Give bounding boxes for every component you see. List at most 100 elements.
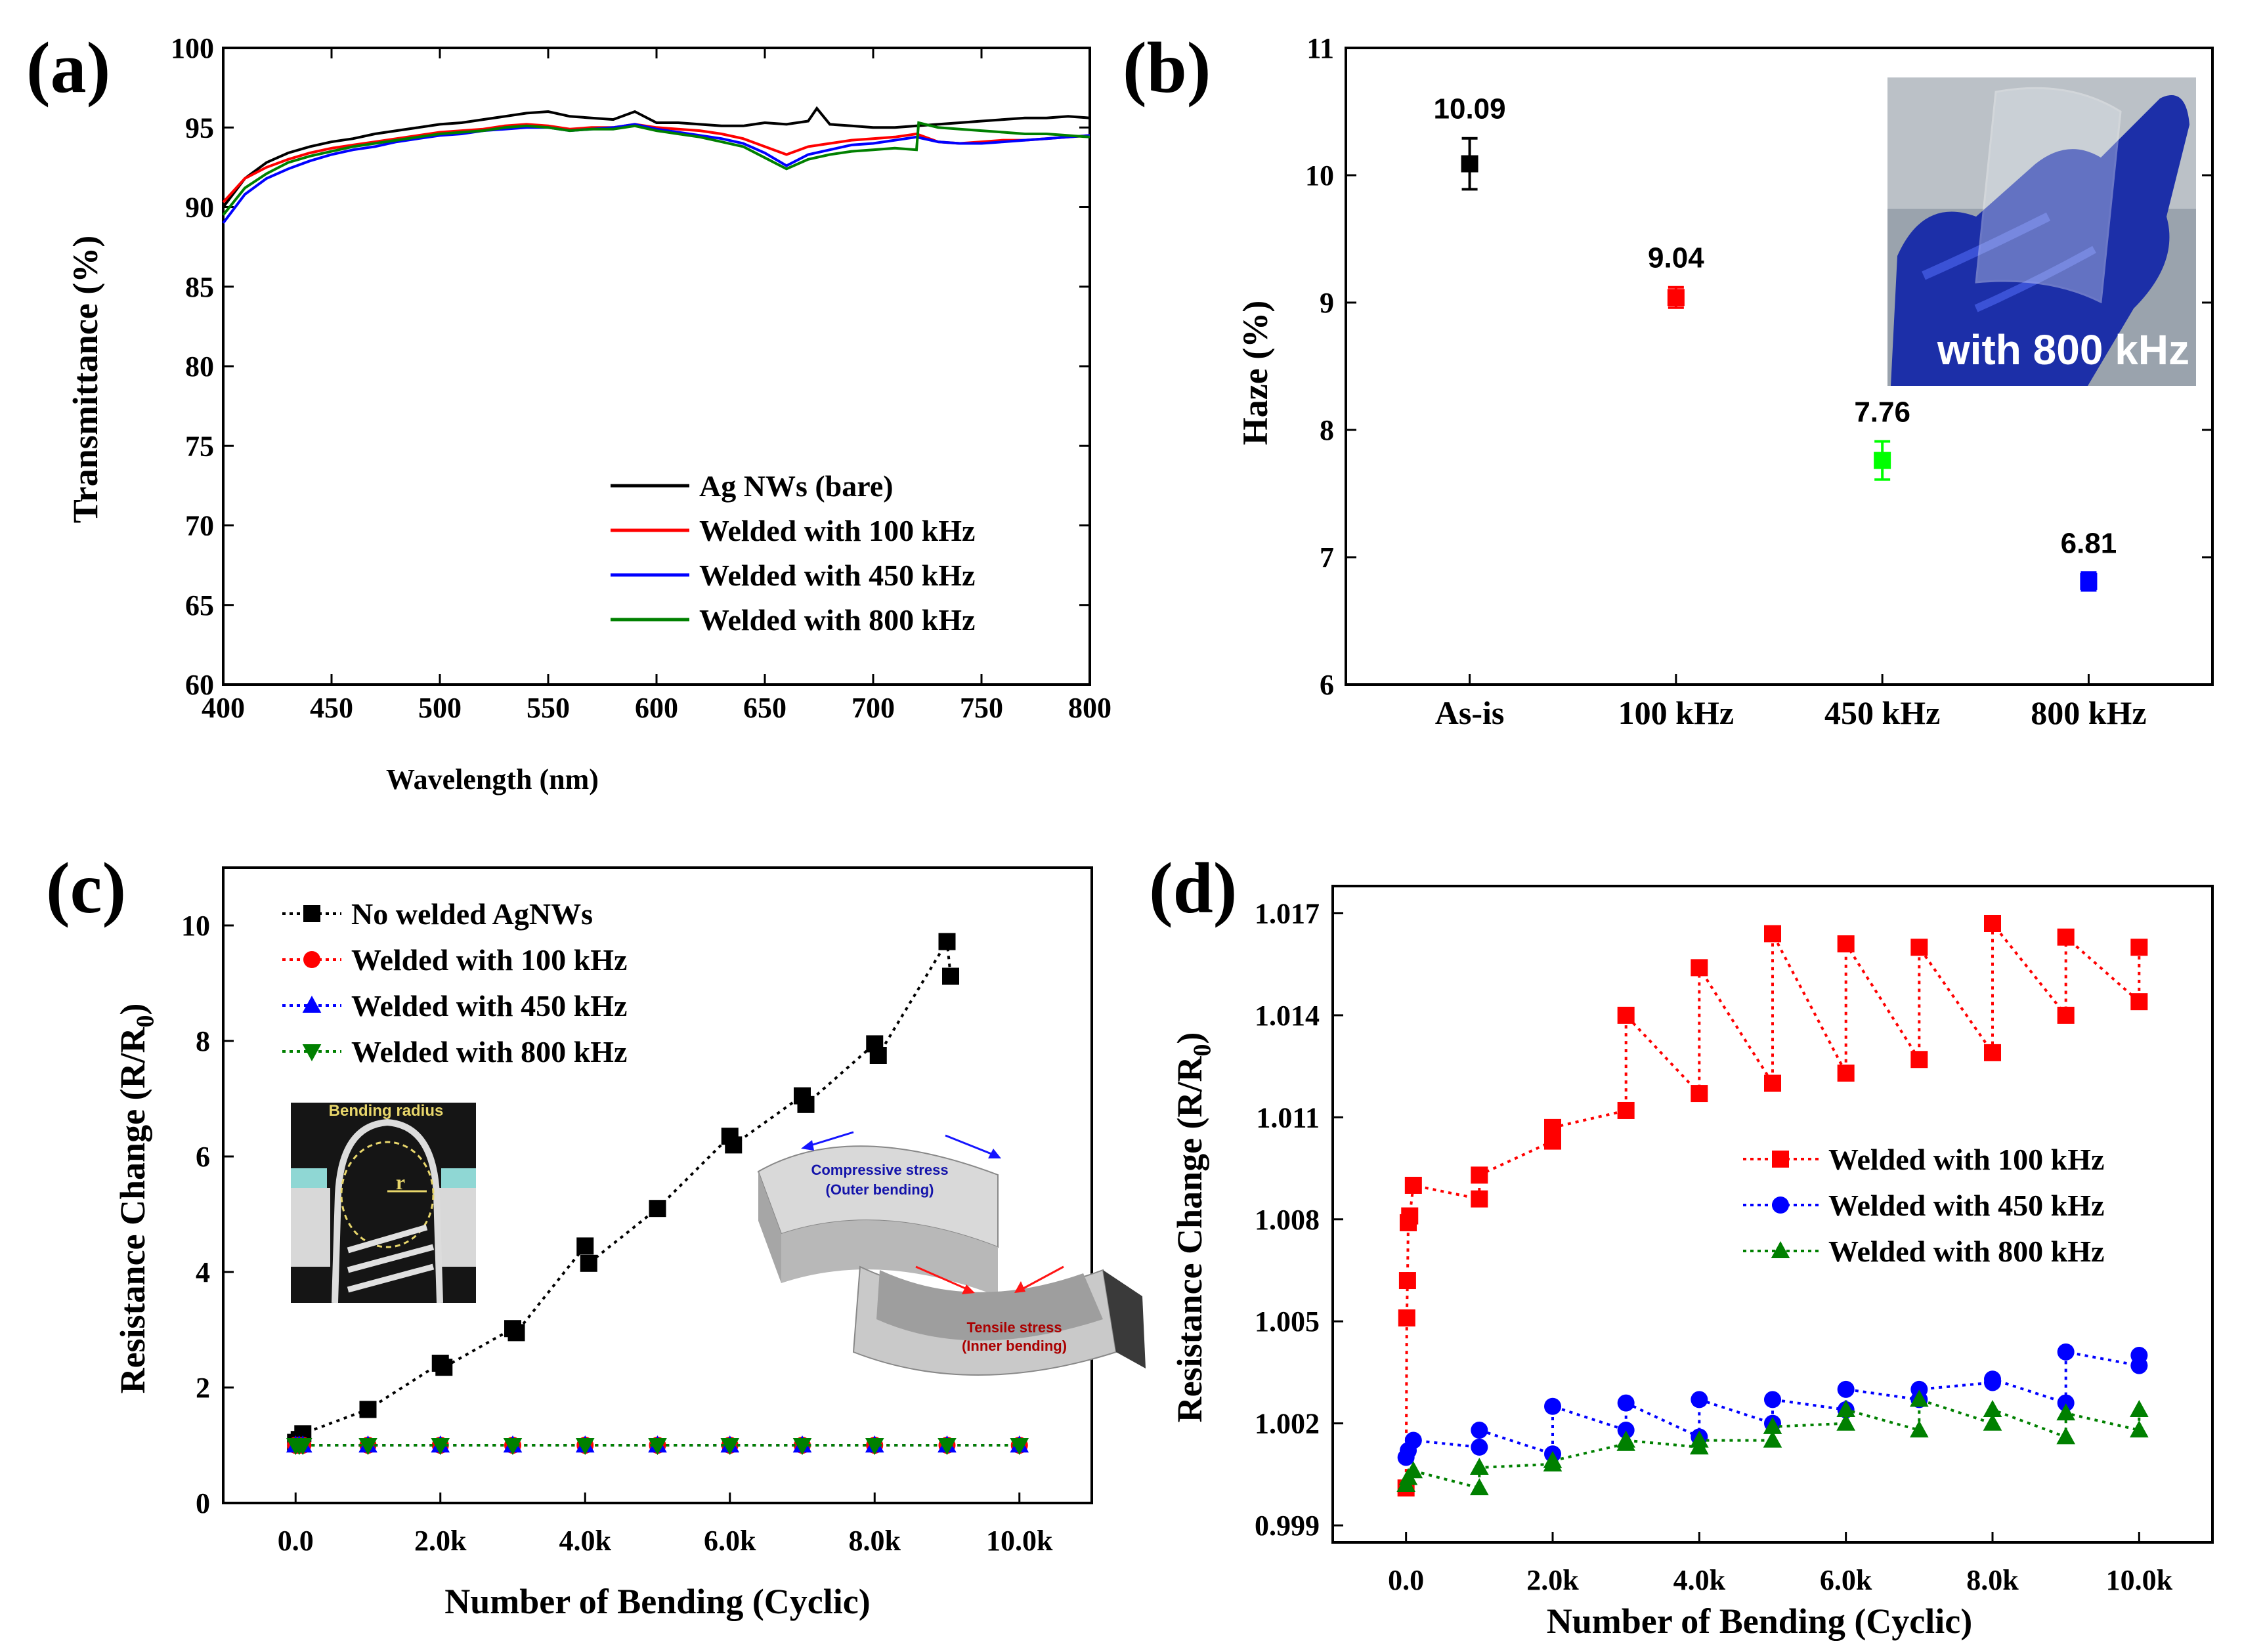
- series-1-point: [1764, 1391, 1781, 1408]
- legend-marker-0: [303, 905, 320, 922]
- series-3-point: [575, 1437, 595, 1455]
- x-tick-label: 700: [852, 692, 895, 724]
- series-line-2: [222, 123, 1090, 224]
- x-tick-label: 500: [418, 692, 462, 724]
- x-axis-label: Number of Bending (Cyclic): [444, 1582, 870, 1621]
- series-0-point: [1398, 1272, 1416, 1290]
- y-tick-label: 1.014: [1255, 1000, 1320, 1032]
- x-tick-label: 550: [527, 692, 570, 724]
- diagram-outer-label: (Outer bending): [826, 1181, 934, 1198]
- series-0-point: [1984, 1044, 2001, 1061]
- series-0-point: [1691, 1085, 1708, 1103]
- y-tick-label: 1.011: [1256, 1101, 1320, 1133]
- panel-c: 0 2 4 6 8 10 0.0 2.0k 4.0k 6.0k 8.0k 10.0k Number of…: [46, 848, 1093, 1621]
- series-0-point: [1401, 1207, 1419, 1225]
- series-0-point: [1764, 1074, 1781, 1092]
- series-1-point: [1544, 1397, 1561, 1415]
- x-tick-label: 650: [743, 692, 787, 724]
- series-2-point: [1836, 1413, 1855, 1431]
- series-0-point: [797, 1095, 815, 1113]
- series-2-point: [1983, 1413, 2002, 1431]
- y-tick-label: 8: [196, 1025, 210, 1057]
- series-0-point: [1471, 1190, 1488, 1208]
- x-category-label-3: 800 kHz: [2031, 694, 2146, 731]
- y-tick-label: 10: [181, 910, 210, 942]
- legend-label-2: Welded with 450 kHz: [351, 989, 627, 1023]
- y-tick-label: 7: [1320, 541, 1334, 574]
- x-tick-label: 8.0k: [1966, 1564, 2019, 1596]
- series-2-point: [1404, 1461, 1423, 1479]
- series-0-point: [1691, 959, 1708, 977]
- x-tick-label: 6.0k: [1820, 1564, 1872, 1596]
- series-3-point: [293, 1437, 313, 1455]
- x-category-label-0: As-is: [1435, 694, 1505, 731]
- series-0-point: [942, 967, 960, 985]
- y-tick-label: 11: [1306, 32, 1334, 64]
- legend-label-0: Ag NWs (bare): [699, 469, 894, 503]
- legend-marker-1: [303, 951, 320, 968]
- y-tick-label: 2: [196, 1372, 210, 1404]
- series-0-point: [649, 1200, 666, 1218]
- series-2-point: [1910, 1389, 1929, 1407]
- legend-label-0: No welded AgNWs: [351, 897, 593, 931]
- series-1-point: [2057, 1343, 2075, 1361]
- series-0-point: [1910, 1051, 1928, 1069]
- data-label-1: 9.04: [1648, 242, 1704, 274]
- y-tick-label: 60: [185, 669, 214, 701]
- x-category-label-2: 450 kHz: [1824, 694, 1940, 731]
- data-label-0: 10.09: [1434, 93, 1506, 125]
- legend-label-2: Welded with 450 kHz: [699, 559, 975, 592]
- diagram-inner-label: (Inner bending): [962, 1338, 1067, 1354]
- panel-d: 0.999 1.002 1.005 1.008 1.011 1.014 1.017 0.0 2.…: [1149, 848, 2214, 1641]
- x-tick-label: 800: [1068, 692, 1111, 724]
- panel-label: (b): [1123, 28, 1211, 108]
- legend-label-0: Welded with 100 kHz: [1828, 1143, 2104, 1176]
- series-0-point: [1837, 935, 1855, 953]
- series-1-point: [1910, 1380, 1928, 1398]
- series-3-point: [1010, 1437, 1029, 1455]
- inset-photo-bending: Bending radius r: [291, 1102, 476, 1303]
- series-0-point: [869, 1047, 887, 1064]
- y-axis-label-text: Transmittance (%): [66, 236, 105, 523]
- y-tick-label: 85: [185, 271, 214, 303]
- y-tick-label: 95: [185, 112, 214, 144]
- series-2-point: [1763, 1430, 1782, 1448]
- y-axis-label: Transmittance (%): [66, 236, 105, 523]
- series-2-point: [1470, 1458, 1489, 1475]
- series-0-point: [435, 1359, 453, 1376]
- y-tick-label: 1.005: [1255, 1305, 1320, 1338]
- x-axis-label: Number of Bending (Cyclic): [1547, 1601, 1972, 1641]
- legend-marker-3: [302, 1044, 322, 1061]
- x-tick-label: 600: [635, 692, 678, 724]
- panel-a: 60 65 70 75 80 85 90 95 100 400 450 500 550 600 650 700…: [26, 28, 1111, 795]
- series-1-point: [1617, 1422, 1635, 1439]
- series-1-point: [1471, 1438, 1488, 1456]
- y-tick-label: 1.017: [1255, 897, 1320, 929]
- x-tick-label: 0.0: [1388, 1564, 1424, 1596]
- data-point-3: [2080, 572, 2098, 590]
- legend-label-2: Welded with 800 kHz: [1828, 1235, 2104, 1268]
- data-point-2: [1874, 452, 1891, 469]
- series-line-1: [222, 123, 1090, 203]
- y-tick-label: 6: [196, 1141, 210, 1173]
- series-0-point: [1617, 1006, 1635, 1024]
- x-tick-label: 4.0k: [559, 1525, 612, 1557]
- y-tick-label: 1.002: [1255, 1408, 1320, 1440]
- panel-label: (a): [26, 28, 110, 108]
- series-2-point: [1690, 1430, 1709, 1448]
- series-3-point: [792, 1437, 812, 1455]
- series-2-point: [1910, 1420, 1929, 1438]
- series-0-point: [1544, 1118, 1561, 1136]
- y-tick-label: 4: [196, 1256, 210, 1288]
- series-1-point: [1691, 1391, 1708, 1408]
- data-point-0: [1461, 155, 1478, 173]
- series-0-point: [1471, 1166, 1488, 1184]
- series-3-point: [648, 1437, 667, 1455]
- data-label-2: 7.76: [1854, 396, 1910, 428]
- series-2-point: [1763, 1416, 1782, 1434]
- diagram-tensile-label: Tensile stress: [966, 1319, 1062, 1336]
- legend-marker-1: [1772, 1197, 1789, 1214]
- panel-label: (c): [46, 848, 126, 928]
- panel-b: 6 7 8 9 10 11 As-is 100 kHz 450 kHz 800 kHz 10.09 9…: [1123, 28, 2214, 731]
